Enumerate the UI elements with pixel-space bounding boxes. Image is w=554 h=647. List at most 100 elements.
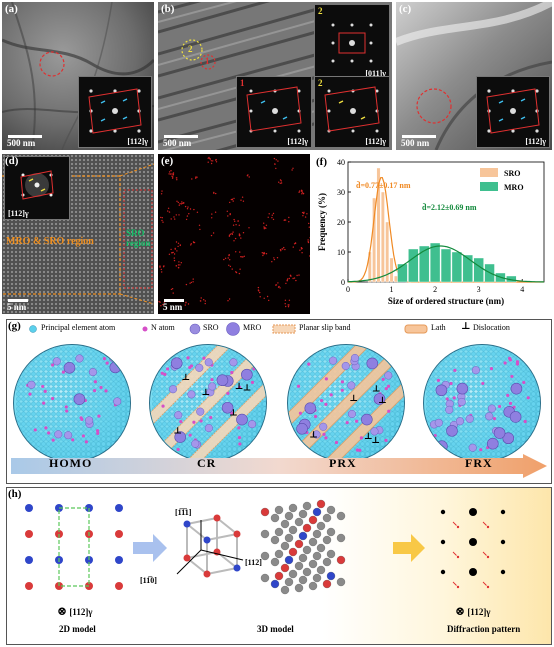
principal-atom xyxy=(66,451,71,457)
dislocation-mark: ⊥ xyxy=(235,381,244,391)
bar-mro xyxy=(451,251,463,283)
principal-atom xyxy=(315,351,320,357)
principal-atom xyxy=(222,416,227,422)
principal-atom xyxy=(96,406,101,412)
superlattice-spot xyxy=(456,525,460,529)
principal-atom xyxy=(431,396,436,402)
principal-atom xyxy=(101,371,106,377)
principal-atom xyxy=(101,431,106,437)
principal-atom xyxy=(247,431,252,437)
panel-d-fft-inset: [112]γ xyxy=(4,156,70,220)
principal-atom xyxy=(491,396,496,402)
bar-mro xyxy=(462,254,473,283)
principal-atom xyxy=(41,356,46,362)
stage-cr: CR xyxy=(197,456,217,470)
dislocation-mark: ⊥ xyxy=(201,387,210,397)
principal-atom xyxy=(116,356,121,362)
principal-atom xyxy=(536,421,540,427)
principal-atom xyxy=(257,426,262,432)
principal-atom xyxy=(390,416,395,422)
n-atom xyxy=(453,368,457,372)
panel-b-inset-right: 2 [112]γ xyxy=(314,76,390,148)
atom-2d xyxy=(115,504,123,512)
ordered-spot xyxy=(237,220,239,222)
panel-e-scale-text: 5 nm xyxy=(163,302,183,312)
principal-atom xyxy=(476,416,481,422)
principal-atom xyxy=(121,396,126,402)
principal-atom xyxy=(491,356,496,362)
principal-atom xyxy=(21,436,26,442)
atom-3d xyxy=(294,517,304,527)
principal-atom xyxy=(152,346,157,352)
principal-atom xyxy=(222,356,227,362)
principal-atom xyxy=(31,366,36,372)
principal-atom xyxy=(46,421,51,427)
ordered-spot xyxy=(195,177,197,179)
principal-atom xyxy=(431,356,436,362)
principal-atom xyxy=(526,421,531,427)
atom-3d xyxy=(284,577,294,587)
principal-atom xyxy=(461,411,466,417)
atom-3d xyxy=(336,577,346,587)
principal-atom xyxy=(305,366,310,372)
principal-atom xyxy=(476,441,481,447)
principal-atom xyxy=(61,356,66,362)
axis-down xyxy=(176,549,202,575)
ordered-spot xyxy=(183,202,185,204)
principal-atom xyxy=(521,406,526,412)
principal-atom xyxy=(66,346,71,352)
n-atom xyxy=(209,415,213,420)
principal-atom xyxy=(157,376,162,382)
principal-atom xyxy=(395,376,400,382)
principal-atom xyxy=(66,446,71,452)
band xyxy=(288,345,388,442)
principal-atom xyxy=(441,351,446,357)
superlattice-spot xyxy=(486,585,490,589)
x-tick-label: 0 xyxy=(346,285,350,294)
principal-atom xyxy=(167,356,172,362)
n-atom xyxy=(163,372,167,376)
principal-atom xyxy=(526,436,531,442)
principal-atom xyxy=(121,366,126,372)
principal-atom xyxy=(310,416,315,422)
ordered-spot xyxy=(273,258,276,261)
principal-atom xyxy=(325,451,330,457)
ordered-spot xyxy=(275,159,277,161)
ordered-spot xyxy=(177,245,179,248)
principal-atom xyxy=(61,401,66,407)
principal-atom xyxy=(496,446,501,452)
principal-atom xyxy=(182,361,187,367)
principal-atom xyxy=(46,436,51,442)
ordered-spot xyxy=(170,218,172,220)
principal-atom xyxy=(486,396,491,402)
x-tick-label: 4 xyxy=(520,285,524,294)
principal-atom xyxy=(526,416,531,422)
dislocation-mark: ⊥ xyxy=(364,431,373,441)
principal-atom xyxy=(61,406,66,412)
mro-cluster xyxy=(73,393,86,405)
principal-atom xyxy=(16,406,21,412)
principal-atom xyxy=(232,401,237,407)
atom-3d xyxy=(322,557,332,567)
ordered-spot xyxy=(228,298,231,300)
principal-atom xyxy=(471,346,476,352)
principal-atom xyxy=(76,381,81,387)
principal-atom xyxy=(21,411,26,417)
principal-atom xyxy=(310,446,315,452)
principal-atom xyxy=(536,351,540,357)
ordered-spot xyxy=(240,256,242,258)
ordered-spot xyxy=(301,189,303,192)
panel-h-models xyxy=(25,499,506,595)
principal-atom xyxy=(320,441,325,447)
ordered-spot xyxy=(203,299,205,301)
n-atom xyxy=(301,353,305,357)
ordered-spot xyxy=(235,224,237,226)
legend-n-atom: N atom xyxy=(151,323,175,332)
principal-atom xyxy=(431,446,436,452)
principal-atom xyxy=(431,386,436,392)
principal-atom xyxy=(76,446,81,452)
principal-atom xyxy=(56,421,61,427)
ordered-spot xyxy=(178,214,180,216)
principal-atom xyxy=(330,446,335,452)
ordered-spot xyxy=(160,216,162,219)
